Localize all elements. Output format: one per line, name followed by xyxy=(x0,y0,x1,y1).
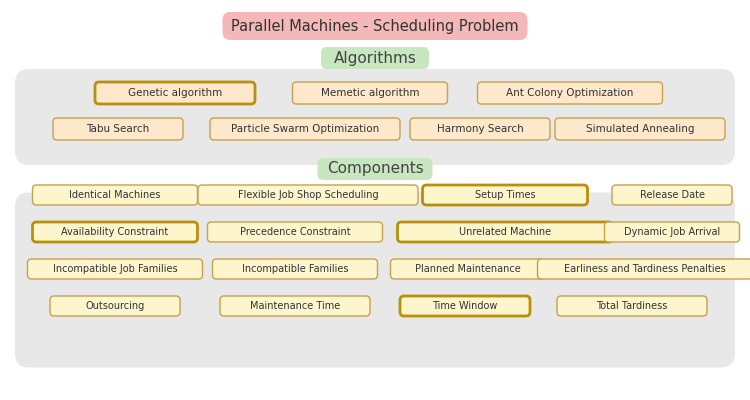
Text: Parallel Machines - Scheduling Problem: Parallel Machines - Scheduling Problem xyxy=(231,18,519,34)
Text: Flexible Job Shop Scheduling: Flexible Job Shop Scheduling xyxy=(238,190,378,200)
Text: Earliness and Tardiness Penalties: Earliness and Tardiness Penalties xyxy=(564,264,726,274)
Text: Incompatible Families: Incompatible Families xyxy=(242,264,348,274)
Text: Planned Maintenance: Planned Maintenance xyxy=(416,264,520,274)
FancyBboxPatch shape xyxy=(612,185,732,205)
Text: Setup Times: Setup Times xyxy=(475,190,536,200)
FancyBboxPatch shape xyxy=(538,259,750,279)
FancyBboxPatch shape xyxy=(422,185,587,205)
FancyBboxPatch shape xyxy=(317,158,433,180)
FancyBboxPatch shape xyxy=(15,192,735,368)
FancyBboxPatch shape xyxy=(198,185,418,205)
FancyBboxPatch shape xyxy=(223,12,527,40)
Text: Memetic algorithm: Memetic algorithm xyxy=(321,88,419,98)
FancyBboxPatch shape xyxy=(321,47,429,69)
Text: Tabu Search: Tabu Search xyxy=(86,124,149,134)
Text: Dynamic Job Arrival: Dynamic Job Arrival xyxy=(624,227,720,237)
Text: Precedence Constraint: Precedence Constraint xyxy=(240,227,350,237)
FancyBboxPatch shape xyxy=(391,259,545,279)
Text: Identical Machines: Identical Machines xyxy=(69,190,160,200)
Text: Components: Components xyxy=(327,162,423,176)
Text: Simulated Annealing: Simulated Annealing xyxy=(586,124,694,134)
FancyBboxPatch shape xyxy=(410,118,550,140)
FancyBboxPatch shape xyxy=(32,222,197,242)
Text: Maintenance Time: Maintenance Time xyxy=(250,301,340,311)
FancyBboxPatch shape xyxy=(53,118,183,140)
Text: Release Date: Release Date xyxy=(640,190,704,200)
FancyBboxPatch shape xyxy=(604,222,740,242)
Text: Incompatible Job Families: Incompatible Job Families xyxy=(53,264,177,274)
FancyBboxPatch shape xyxy=(400,296,530,316)
Text: Algorithms: Algorithms xyxy=(334,50,416,66)
FancyBboxPatch shape xyxy=(50,296,180,316)
FancyBboxPatch shape xyxy=(95,82,255,104)
Text: Genetic algorithm: Genetic algorithm xyxy=(128,88,222,98)
FancyBboxPatch shape xyxy=(32,185,197,205)
FancyBboxPatch shape xyxy=(292,82,448,104)
FancyBboxPatch shape xyxy=(210,118,400,140)
FancyBboxPatch shape xyxy=(15,69,735,165)
Text: Particle Swarm Optimization: Particle Swarm Optimization xyxy=(231,124,379,134)
Text: Availability Constraint: Availability Constraint xyxy=(62,227,169,237)
FancyBboxPatch shape xyxy=(478,82,662,104)
FancyBboxPatch shape xyxy=(555,118,725,140)
FancyBboxPatch shape xyxy=(28,259,202,279)
FancyBboxPatch shape xyxy=(398,222,613,242)
FancyBboxPatch shape xyxy=(557,296,707,316)
Text: Ant Colony Optimization: Ant Colony Optimization xyxy=(506,88,634,98)
FancyBboxPatch shape xyxy=(212,259,377,279)
Text: Unrelated Machine: Unrelated Machine xyxy=(459,227,551,237)
Text: Time Window: Time Window xyxy=(432,301,498,311)
FancyBboxPatch shape xyxy=(220,296,370,316)
Text: Harmony Search: Harmony Search xyxy=(436,124,524,134)
Text: Outsourcing: Outsourcing xyxy=(86,301,145,311)
Text: Total Tardiness: Total Tardiness xyxy=(596,301,668,311)
FancyBboxPatch shape xyxy=(208,222,382,242)
